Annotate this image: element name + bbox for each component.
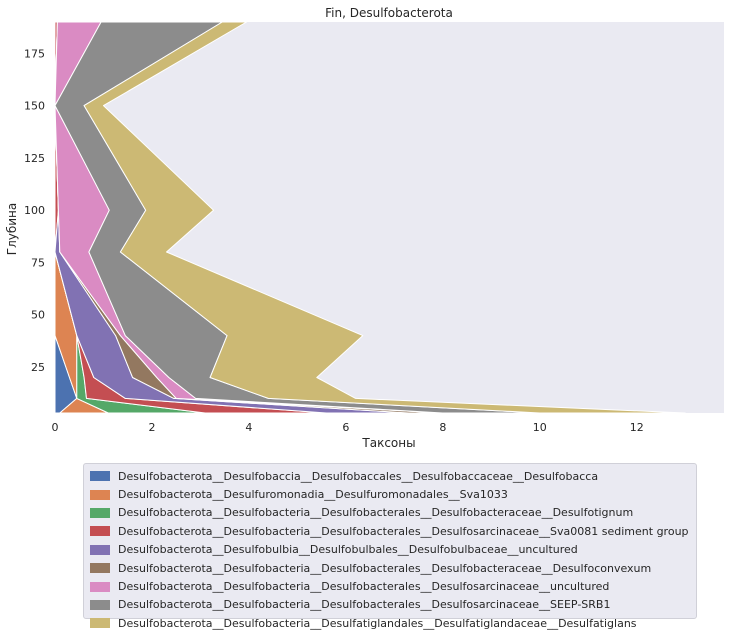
legend-item: Desulfobacterota__Desulfobaccia__Desulfo… [90, 467, 696, 485]
legend-swatch [90, 471, 110, 482]
y-tick-label: 150 [24, 100, 45, 113]
x-axis-label: Таксоны [361, 436, 415, 450]
x-tick-label: 6 [342, 421, 349, 434]
x-tick-label: 0 [52, 421, 59, 434]
y-tick-label: 100 [24, 204, 45, 217]
legend-swatch [90, 563, 110, 574]
legend-item: Desulfobacterota__Desulfuromonadia__Desu… [90, 485, 696, 503]
chart-title: Fin, Desulfobacterota [325, 6, 453, 20]
legend-item: Desulfobacterota__Desulfobacteria__Desul… [90, 504, 696, 522]
legend-label: Desulfobacterota__Desulfobacteria__Desul… [118, 580, 610, 594]
y-tick-label: 25 [31, 361, 45, 374]
legend-item: Desulfobacterota__Desulfobacteria__Desul… [90, 577, 696, 595]
y-tick-label: 50 [31, 309, 45, 322]
legend-label: Desulfobacterota__Desulfobacteria__Desul… [118, 506, 634, 520]
legend-item: Desulfobacterota__Desulfobacteria__Desul… [90, 522, 696, 540]
area-series-group [54, 21, 686, 414]
legend-swatch [90, 618, 110, 629]
x-tick-label: 8 [439, 421, 446, 434]
legend-swatch [90, 526, 110, 537]
legend-label: Desulfobacterota__Desulfobacteria__Desul… [118, 598, 611, 612]
area-series-9 [83, 21, 686, 414]
legend-label: Desulfobacterota__Desulfobacteria__Desul… [118, 524, 689, 538]
legend-label: Desulfobacterota__Desulfobacteria__Desul… [118, 561, 652, 575]
y-tick-label: 75 [31, 256, 45, 269]
legend-item: Desulfobacterota__Desulfobacteria__Desul… [90, 559, 696, 577]
legend-swatch [90, 581, 110, 592]
legend-swatch [90, 489, 110, 500]
legend-item: Desulfobacterota__Desulfobulbia__Desulfo… [90, 541, 696, 559]
x-tick-label: 4 [245, 421, 252, 434]
x-tick-label: 10 [533, 421, 547, 434]
legend-label: Desulfobacterota__Desulfobulbia__Desulfo… [118, 543, 578, 557]
x-tick-label: 2 [148, 421, 155, 434]
legend-item: Desulfobacterota__Desulfobacteria__Desul… [90, 596, 696, 614]
legend: Desulfobacterota__Desulfobaccia__Desulfo… [83, 463, 697, 630]
legend-label: Desulfobacterota__Desulfuromonadia__Desu… [118, 488, 508, 502]
y-tick-label: 125 [24, 152, 45, 165]
x-tick-label: 12 [630, 421, 644, 434]
legend-label: Desulfobacterota__Desulfobacteria__Desul… [118, 616, 637, 630]
y-axis-label: Глубина [5, 203, 19, 256]
legend-swatch [90, 544, 110, 555]
stacked-area-chart: 0 2 4 6 8 10 12 25 50 75 100 125 150 175 Fin, Desulf… [5, 6, 724, 450]
legend-item: Desulfobacterota__Desulfobacteria__Desul… [90, 614, 696, 632]
legend-swatch [90, 599, 110, 610]
legend-label: Desulfobacterota__Desulfobaccia__Desulfo… [118, 469, 599, 483]
x-tick-labels: 0 2 4 6 8 10 12 [52, 421, 644, 434]
y-tick-label: 175 [24, 47, 45, 60]
y-tick-labels: 25 50 75 100 125 150 175 [24, 47, 45, 374]
legend-swatch [90, 507, 110, 518]
